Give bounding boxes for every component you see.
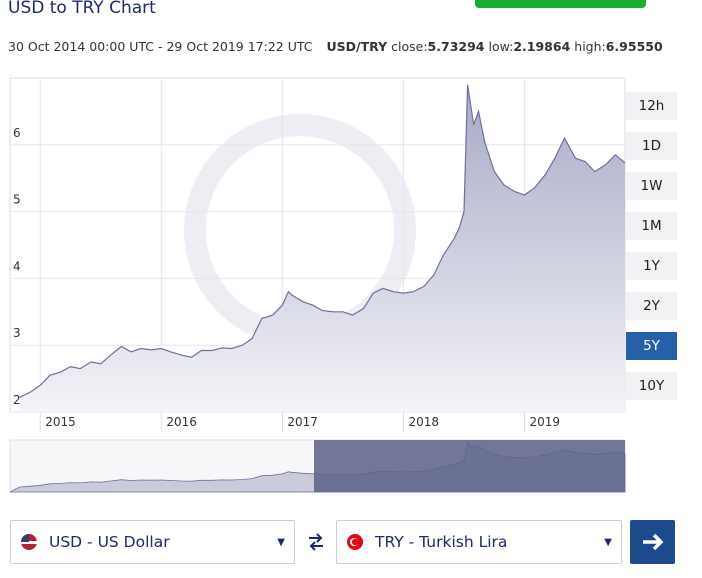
swap-icon[interactable] bbox=[307, 532, 325, 552]
to-currency: TRY - Turkish Lira bbox=[375, 533, 508, 551]
x-tick-label: 2015 bbox=[45, 415, 76, 429]
action-button[interactable] bbox=[475, 0, 646, 8]
y-tick-label: 4 bbox=[13, 259, 21, 273]
summary: 30 Oct 2014 00:00 UTC - 29 Oct 2019 17:2… bbox=[8, 39, 663, 54]
range-button[interactable]: 1Y bbox=[626, 252, 677, 286]
close-label: close: bbox=[391, 39, 428, 54]
range-button[interactable]: 1W bbox=[626, 172, 677, 206]
range-button[interactable]: 1M bbox=[626, 212, 677, 246]
close: 5.73294 bbox=[427, 39, 485, 54]
y-tick-label: 6 bbox=[13, 126, 21, 140]
tr-flag bbox=[347, 534, 363, 550]
range-button[interactable]: 12h bbox=[626, 92, 677, 126]
low-label: low: bbox=[488, 39, 514, 54]
x-tick-label: 2019 bbox=[530, 415, 561, 429]
from-currency: USD - US Dollar bbox=[49, 533, 170, 551]
range-button[interactable]: 5Y bbox=[626, 332, 677, 366]
y-tick-label: 5 bbox=[13, 193, 21, 207]
range-button[interactable]: 10Y bbox=[626, 372, 677, 406]
chart: 2 3 4 5 6 2015 2016 2017 2018 2019 bbox=[9, 77, 626, 493]
from-select[interactable]: USD - US Dollar ▼ bbox=[10, 520, 295, 564]
y-tick-label: 3 bbox=[13, 326, 21, 340]
to-select[interactable]: TRY - Turkish Lira ▼ bbox=[336, 520, 622, 564]
pair: USD/TRY bbox=[326, 39, 388, 54]
low: 2.19864 bbox=[513, 39, 571, 54]
title: USD to TRY Chart bbox=[8, 0, 156, 18]
date-range: 30 Oct 2014 00:00 UTC - 29 Oct 2019 17:2… bbox=[8, 39, 313, 54]
navigator-selection[interactable] bbox=[314, 440, 625, 492]
range-button[interactable]: 2Y bbox=[626, 292, 677, 326]
y-tick-label: 2 bbox=[13, 393, 21, 407]
high-label: high: bbox=[574, 39, 606, 54]
convert-button[interactable] bbox=[630, 520, 675, 564]
x-tick-label: 2016 bbox=[166, 415, 197, 429]
range-button[interactable]: 1D bbox=[626, 132, 677, 166]
area bbox=[19, 84, 625, 412]
us-flag bbox=[21, 534, 37, 550]
x-tick-label: 2017 bbox=[287, 415, 318, 429]
line bbox=[19, 84, 626, 398]
x-tick-label: 2018 bbox=[408, 415, 439, 429]
arrow-icon bbox=[643, 533, 664, 551]
high: 6.95550 bbox=[605, 39, 663, 54]
